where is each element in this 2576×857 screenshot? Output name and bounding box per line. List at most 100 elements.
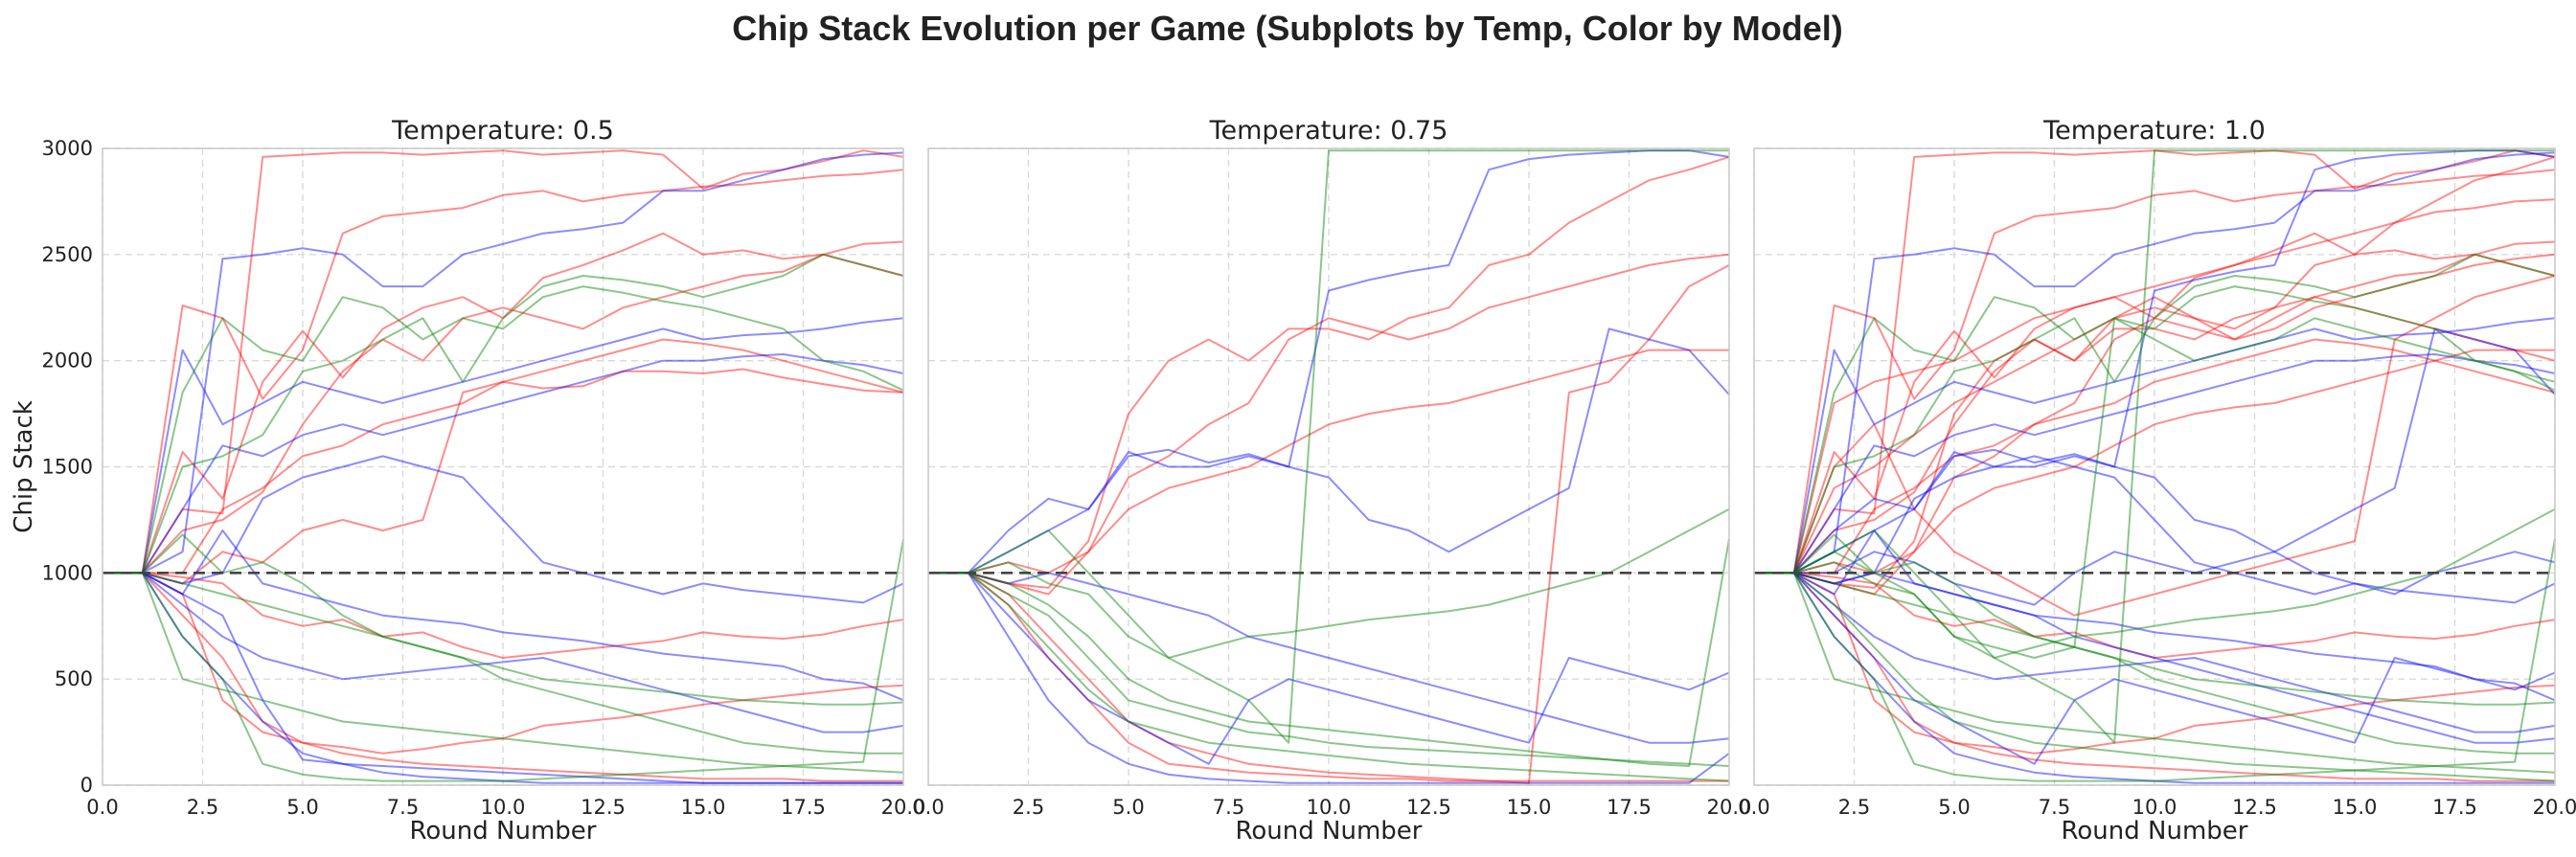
series-line-model_a — [1754, 240, 2556, 575]
x-tick-label: 7.5 — [1213, 796, 1244, 819]
x-tick-label: 15.0 — [1507, 796, 1552, 819]
series-line-model_a — [103, 338, 904, 575]
subplot-3: 0.0 2.5 5.0 7.5 10.0 12.5 15.0 17.5 20.0 Temperat… — [1738, 116, 2576, 846]
x-tick-label: 0.0 — [912, 796, 944, 819]
series-line-model_a — [1754, 572, 2556, 659]
subplot-2: 0.0 2.5 5.0 7.5 10.0 12.5 15.0 17.5 20.0 Temperat… — [912, 116, 1751, 846]
x-tick-label: 0.0 — [86, 796, 118, 819]
series-line-model_b — [1754, 317, 2556, 575]
series-line-model_a — [103, 149, 904, 575]
series-line-model_b — [1754, 572, 2555, 784]
axes-frame — [1753, 147, 2556, 786]
series-line-model_b — [1754, 572, 2556, 765]
series-line-model_b — [1754, 530, 2556, 702]
x-tick-label: 12.5 — [581, 796, 626, 819]
series-line-model_c — [928, 507, 1730, 659]
series-line-model_a — [1754, 149, 2556, 575]
x-axis-label: Round Number — [410, 817, 597, 846]
series-line-model_b — [1754, 572, 2556, 744]
series-line-model_a — [928, 264, 1730, 784]
series-line-model_c — [103, 572, 903, 755]
series-line-model_b — [103, 530, 904, 702]
series-line-model_b — [1754, 551, 2556, 606]
series-line-model_a — [103, 232, 904, 575]
series-line-model_b — [103, 455, 904, 604]
x-tick-label: 20.0 — [881, 796, 926, 819]
x-tick-label: 17.5 — [781, 796, 826, 819]
series-line-model_a — [1754, 296, 2556, 575]
y-tick-label: 0 — [80, 774, 93, 797]
series-line-model_a — [928, 349, 1729, 575]
figure-title: Chip Stack Evolution per Game (Subplots … — [732, 9, 1842, 48]
series-line-model_a — [103, 572, 903, 782]
y-tick-label: 2000 — [42, 350, 93, 372]
series-line-model_b — [928, 572, 1730, 765]
series-line-model_c — [1754, 317, 2556, 659]
x-tick-label: 2.5 — [1013, 796, 1044, 819]
x-tick-label: 15.0 — [2333, 796, 2378, 819]
x-tick-label: 7.5 — [387, 796, 419, 819]
series-line-model_a — [103, 572, 904, 755]
series-line-model_b — [928, 572, 1730, 744]
series-line-model_c — [1754, 285, 2556, 575]
series-line-model_c — [103, 533, 904, 706]
series-line-model_a — [103, 368, 904, 585]
x-tick-label: 10.0 — [2132, 796, 2177, 819]
series-line-model_b — [103, 572, 903, 784]
series-line-model_c — [1754, 253, 2556, 575]
series-line-model_b — [1754, 151, 2556, 575]
series-line-model_a — [1754, 338, 2556, 575]
series-line-model_c — [1754, 572, 2556, 774]
series-line-model_c — [103, 285, 904, 575]
x-tick-label: 2.5 — [1838, 796, 1870, 819]
series-line-model_b — [103, 317, 904, 575]
series-line-model_c — [1754, 538, 2556, 782]
series-line-model_a — [1754, 349, 2555, 575]
x-tick-label: 10.0 — [1307, 796, 1352, 819]
y-axis-label: Chip Stack — [10, 400, 38, 533]
x-tick-label: 5.0 — [1938, 796, 1970, 819]
series-line-model_c — [1754, 507, 2556, 659]
series-line-model_b — [103, 353, 904, 575]
axes-frame — [102, 147, 904, 786]
y-tick-label: 2500 — [42, 243, 93, 266]
series-line-model_c — [928, 572, 1730, 767]
subplot-title: Temperature: 0.75 — [1209, 116, 1448, 146]
series-line-model_a — [1754, 572, 2555, 782]
series-line-model_c — [103, 538, 904, 782]
series-line-model_b — [103, 151, 904, 575]
series-line-model_a — [103, 169, 904, 575]
x-tick-label: 7.5 — [2039, 796, 2070, 819]
subplot-panels: 0.0 2.5 5.0 7.5 10.0 12.5 15.0 17.5 20.0 0 500 1000… — [10, 116, 2576, 846]
x-tick-label: 20.0 — [2533, 796, 2576, 819]
series-line-model_b — [1754, 327, 2556, 575]
series-line-model_b — [1754, 353, 2556, 575]
series-line-model_c — [928, 149, 1729, 744]
series-line-model_c — [103, 253, 904, 575]
y-tick-label: 1500 — [42, 456, 93, 479]
series-line-model_b — [1754, 572, 2556, 733]
x-tick-label: 0.0 — [1738, 796, 1769, 819]
series-line-model_c — [1754, 572, 2555, 755]
x-tick-label: 20.0 — [1707, 796, 1752, 819]
series-line-model_c — [1754, 533, 2556, 706]
series-line-model_a — [1754, 169, 2556, 575]
series-line-model_a — [103, 572, 904, 659]
subplot-title: Temperature: 1.0 — [2042, 116, 2266, 146]
x-axis-label: Round Number — [1236, 817, 1423, 846]
x-tick-label: 12.5 — [2232, 796, 2277, 819]
subplot-title: Temperature: 0.5 — [391, 116, 614, 146]
x-tick-label: 12.5 — [1406, 796, 1451, 819]
series-line-model_c — [1754, 572, 2556, 782]
series-line-model_a — [1754, 253, 2556, 596]
series-line-model_b — [928, 149, 1730, 575]
series-line-model_c — [103, 572, 904, 774]
series-line-model_a — [928, 572, 1729, 782]
series-line-model_a — [928, 253, 1730, 596]
series-line-model_b — [928, 572, 1730, 784]
series-line-model_c — [928, 538, 1730, 767]
series-line-model_b — [103, 572, 903, 784]
axes-frame — [927, 147, 1730, 786]
x-tick-label: 2.5 — [187, 796, 218, 819]
